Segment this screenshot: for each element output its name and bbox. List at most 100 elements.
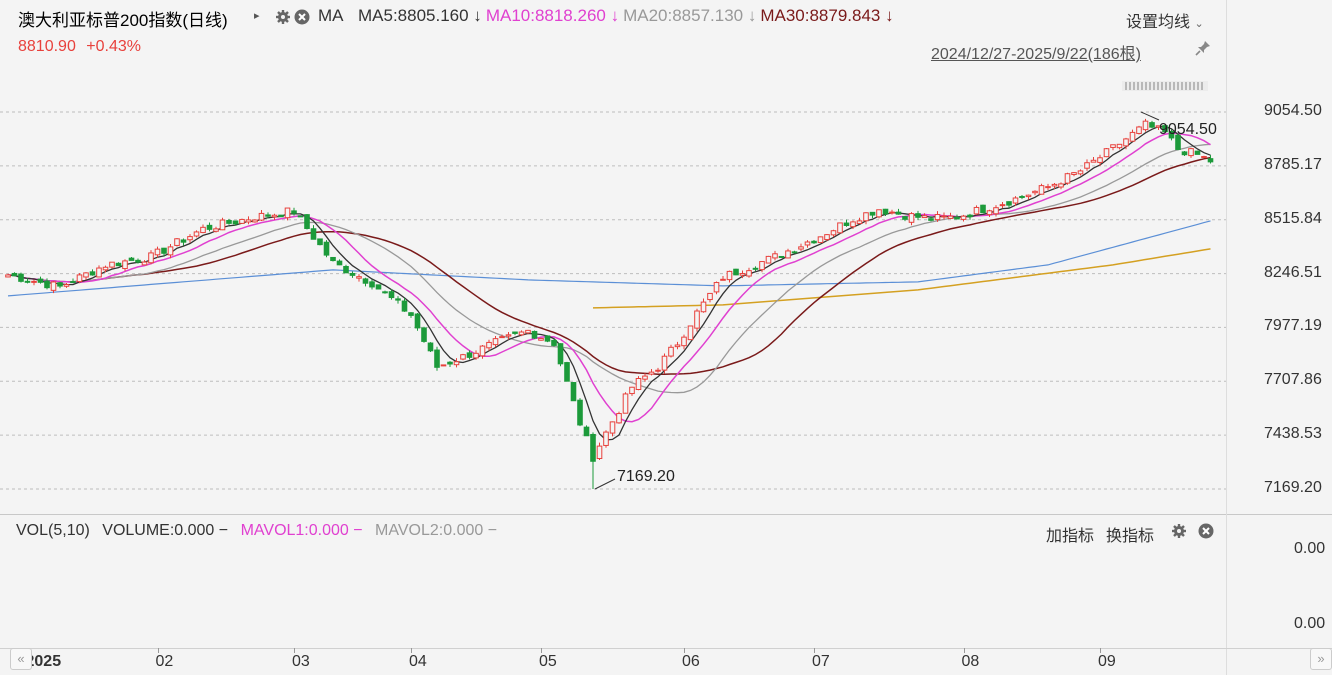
candle-up: [726, 270, 733, 281]
candle-up: [63, 284, 70, 287]
candle-down: [434, 349, 440, 368]
candle-down: [531, 330, 538, 339]
x-tick-mark: [541, 648, 542, 653]
candle-down: [1194, 150, 1201, 155]
candle-up: [635, 378, 642, 391]
candle-down: [902, 216, 908, 220]
candle-up: [213, 228, 219, 232]
gear-icon[interactable]: [275, 9, 291, 25]
candle-down: [135, 259, 141, 263]
candle-down: [323, 241, 330, 256]
candle-up: [473, 352, 479, 359]
price-chart[interactable]: 9054.50 7169.20: [0, 0, 1332, 515]
ma-settings-button[interactable]: 设置均线 ⌄: [1126, 8, 1204, 32]
switch-indicator-button[interactable]: 换指标: [1106, 528, 1155, 545]
low-annotation-label: 7169.20: [617, 468, 675, 485]
x-tick-mark: [1100, 648, 1101, 653]
candle-up: [252, 219, 258, 223]
candle-up: [271, 214, 278, 218]
ma-item-0: MA5:8805.160 ↓: [358, 6, 482, 25]
candle-up: [200, 226, 206, 234]
vol-label: VOL(5,10): [16, 522, 90, 539]
y-tick-label: 7707.86: [1264, 371, 1322, 389]
candle-down: [1019, 195, 1025, 198]
add-indicator-button[interactable]: 加指标: [1046, 528, 1095, 545]
candle-down: [161, 247, 167, 254]
candle-up: [1136, 126, 1142, 134]
candle-up: [798, 246, 804, 250]
candle-up: [122, 260, 128, 270]
candle-down: [291, 210, 297, 214]
volume-value: VOLUME:0.000: [102, 522, 215, 539]
candle-up: [648, 371, 655, 375]
scale-handle-icon[interactable]: [1122, 78, 1208, 94]
candle-down: [395, 298, 401, 301]
candle-up: [102, 266, 109, 271]
candle-up: [356, 276, 362, 279]
candle-down: [401, 300, 408, 312]
candle-up: [1071, 172, 1077, 175]
scroll-left-icon[interactable]: «: [10, 648, 32, 670]
ma-values-row: MA5:8805.160 ↓ MA10:8818.260 ↓ MA20:8857.1…: [358, 6, 898, 26]
candle-down: [1006, 201, 1012, 206]
candle-up: [453, 361, 460, 366]
candle-up: [1032, 190, 1038, 194]
candle-up: [538, 337, 544, 341]
volume-dash: −: [218, 522, 229, 539]
candle-up: [1077, 170, 1084, 175]
candle-down: [362, 278, 369, 284]
candle-down: [317, 238, 323, 246]
candle-down: [24, 280, 31, 283]
expand-triangle-icon[interactable]: ▸: [254, 10, 260, 22]
candle-down: [57, 282, 63, 287]
candle-up: [759, 261, 765, 271]
close-icon[interactable]: [294, 9, 310, 25]
candle-down: [37, 278, 44, 283]
candle-down: [447, 361, 453, 365]
x-tick-label: 2025: [25, 653, 62, 670]
candle-up: [76, 274, 83, 283]
x-tick-label: 09: [1098, 653, 1116, 670]
mavol1-value: MAVOL1:0.000: [240, 522, 349, 539]
candle-down: [330, 256, 336, 262]
candle-down: [1175, 134, 1181, 150]
volume-y-label-bottom: 0.00: [1294, 615, 1326, 632]
volume-gear-icon[interactable]: [1171, 523, 1187, 539]
candle-up: [518, 331, 525, 336]
candle-up: [1155, 125, 1162, 128]
candle-up: [479, 345, 486, 357]
candle-down: [11, 272, 18, 277]
candle-up: [986, 210, 993, 216]
scroll-right-icon[interactable]: »: [1310, 648, 1332, 670]
candle-up: [1116, 143, 1123, 149]
candle-down: [466, 352, 473, 358]
candle-down: [414, 313, 421, 329]
candle-up: [440, 364, 447, 367]
date-range[interactable]: 2024/12/27-2025/9/22(186根): [931, 46, 1141, 63]
candle-up: [837, 222, 843, 234]
candle-up: [1090, 159, 1097, 163]
candle-up: [1058, 183, 1064, 188]
volume-close-icon[interactable]: [1198, 523, 1214, 539]
candle-up: [1103, 148, 1110, 158]
pin-icon[interactable]: [1195, 40, 1211, 56]
candle-up: [960, 215, 967, 220]
candle-up: [1142, 120, 1149, 131]
current-price: 8810.90: [18, 38, 76, 55]
chart-title: 澳大利亚标普200指数(日线): [18, 11, 228, 30]
candle-down: [544, 335, 551, 342]
candle-up: [856, 220, 863, 224]
candle-down: [89, 271, 96, 276]
candle-up: [830, 230, 837, 236]
candle-down: [408, 312, 414, 316]
candle-down: [954, 216, 960, 220]
y-tick-label: 7438.53: [1264, 425, 1322, 443]
candle-up: [616, 413, 622, 424]
candle-up: [908, 213, 915, 223]
candle-up: [5, 274, 11, 278]
candle-down: [206, 224, 213, 230]
candle-up: [609, 421, 616, 434]
x-axis-line: [0, 648, 1332, 649]
candle-up: [973, 206, 980, 215]
candle-down: [427, 342, 434, 352]
